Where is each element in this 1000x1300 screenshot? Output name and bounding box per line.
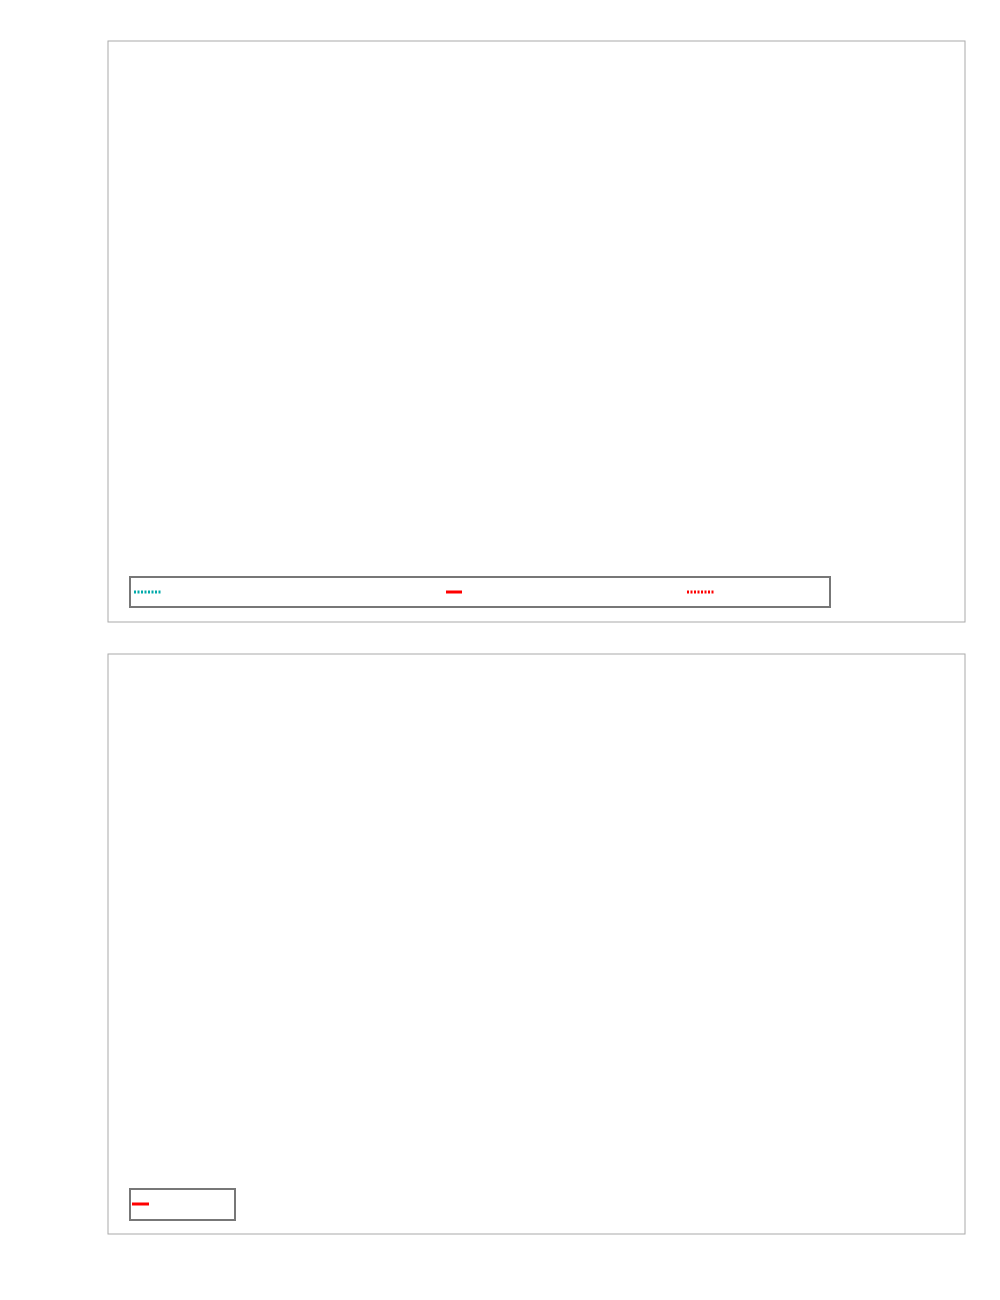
top-legend — [129, 576, 831, 608]
top-plot-frame — [107, 40, 966, 623]
bottom-plot — [107, 653, 966, 1235]
bottom-legend — [129, 1188, 236, 1221]
top-plot — [107, 40, 966, 623]
bottom-plot-frame — [107, 653, 966, 1235]
